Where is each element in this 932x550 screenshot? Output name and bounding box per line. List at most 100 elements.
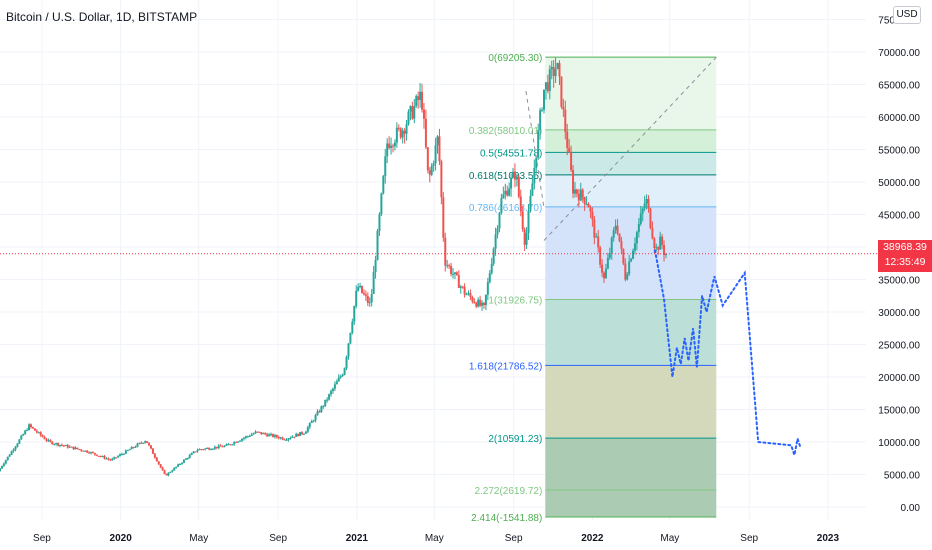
candle-body xyxy=(533,167,536,184)
candle-body xyxy=(24,430,27,435)
candle-body xyxy=(502,194,505,199)
y-tick-label: 30000.00 xyxy=(878,308,920,319)
candle-body xyxy=(95,454,98,456)
candle-body xyxy=(97,455,100,457)
candle-body xyxy=(386,143,389,157)
y-tick-label: 70000.00 xyxy=(878,48,920,59)
candle-body xyxy=(591,211,594,220)
currency-button[interactable]: USD xyxy=(893,6,921,24)
fib-zone xyxy=(545,365,717,439)
candle-body xyxy=(370,293,373,303)
candle-body xyxy=(568,147,571,153)
candle-body xyxy=(575,189,578,194)
candle-body xyxy=(39,432,42,436)
candle-body xyxy=(628,261,631,275)
candle-body xyxy=(477,299,480,307)
candle-body xyxy=(130,447,133,450)
candle-body xyxy=(254,431,257,434)
candle-body xyxy=(173,467,176,471)
candle-body xyxy=(490,263,493,274)
candle-body xyxy=(422,109,425,119)
candle-body xyxy=(268,434,271,437)
candle-body xyxy=(155,457,158,462)
candle-body xyxy=(293,436,296,438)
y-tick-label: 65000.00 xyxy=(878,81,920,92)
candle-body xyxy=(275,435,278,438)
candle-body xyxy=(196,450,199,452)
candle-body xyxy=(120,453,123,455)
candle-body xyxy=(486,282,489,295)
candle-body xyxy=(635,232,638,244)
y-tick-label: 55000.00 xyxy=(878,146,920,157)
y-tick-label: 20000.00 xyxy=(878,373,920,384)
fib-zone xyxy=(545,174,717,207)
candle-body xyxy=(320,406,323,412)
candle-body xyxy=(492,248,495,264)
fib-level-label: 2.414(-1541.88) xyxy=(471,513,542,524)
candle-body xyxy=(558,63,561,77)
candle-body xyxy=(151,448,154,454)
candle-body xyxy=(99,456,102,458)
candle-body xyxy=(651,227,654,239)
candle-body xyxy=(653,238,656,248)
candle-body xyxy=(620,240,623,249)
candle-body xyxy=(101,456,104,458)
y-tick-label: 45000.00 xyxy=(878,211,920,222)
candle-body xyxy=(111,458,114,461)
x-tick-label: May xyxy=(660,533,679,544)
candle-body xyxy=(273,435,276,437)
candle-body xyxy=(401,130,404,138)
projection-path xyxy=(654,249,802,459)
candle-body xyxy=(59,444,62,446)
candle-body xyxy=(153,453,156,458)
candle-body xyxy=(525,233,528,245)
candle-body xyxy=(467,293,470,295)
candle-body xyxy=(146,441,149,443)
candle-body xyxy=(411,106,414,119)
y-tick-label: 15000.00 xyxy=(878,406,920,417)
candle-body xyxy=(316,411,319,416)
candle-body xyxy=(188,455,191,459)
candle-body xyxy=(204,448,207,450)
candle-body xyxy=(589,207,592,212)
candle-body xyxy=(364,294,367,296)
candle-body xyxy=(601,264,604,273)
candle-body xyxy=(624,263,627,280)
candle-body xyxy=(233,442,236,445)
candle-body xyxy=(322,406,325,408)
candle-body xyxy=(74,447,77,450)
candle-body xyxy=(225,444,228,446)
candle-body xyxy=(612,230,615,238)
candle-body xyxy=(448,265,451,267)
candle-body xyxy=(614,225,617,231)
candle-body xyxy=(632,250,635,259)
candle-body xyxy=(337,377,340,382)
fib-level-label: 1(31926.75) xyxy=(488,295,542,306)
candle-body xyxy=(506,190,509,196)
candle-body xyxy=(583,197,586,205)
candle-body xyxy=(581,189,584,198)
candle-body xyxy=(508,188,511,196)
candle-body xyxy=(556,63,559,69)
candle-body xyxy=(463,286,466,295)
candle-body xyxy=(376,230,379,261)
candle-body xyxy=(186,458,189,460)
candle-body xyxy=(302,433,305,435)
candle-body xyxy=(301,432,304,435)
candle-body xyxy=(256,431,259,433)
candle-body xyxy=(105,458,108,460)
candle-body xyxy=(459,286,462,288)
candle-body xyxy=(473,301,476,303)
candle-body xyxy=(366,295,369,303)
candle-body xyxy=(18,439,21,444)
candle-body xyxy=(349,332,352,344)
candle-body xyxy=(295,433,298,437)
candle-body xyxy=(148,442,151,446)
candle-body xyxy=(384,156,387,177)
candle-body xyxy=(182,459,185,463)
x-tick-label: 2020 xyxy=(110,533,133,544)
candle-body xyxy=(260,432,263,435)
candle-body xyxy=(655,247,658,249)
